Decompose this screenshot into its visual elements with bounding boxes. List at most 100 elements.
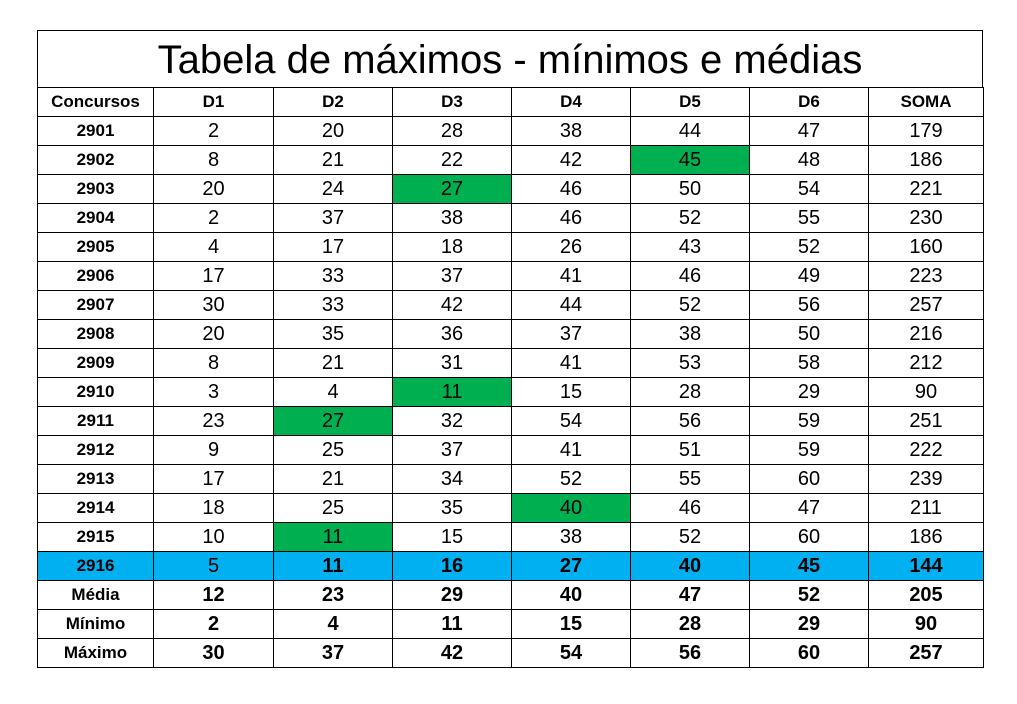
cell: 16 xyxy=(392,551,512,581)
data-row: 2915 10 11 15 38 52 60 186 xyxy=(37,522,984,552)
row-label: Mínimo xyxy=(37,609,154,639)
cell: 54 xyxy=(511,406,631,436)
cell: 27 xyxy=(273,406,393,436)
cell: 30 xyxy=(153,638,274,668)
row-label: 2906 xyxy=(37,261,154,291)
cell: 59 xyxy=(749,406,869,436)
results-table: Concursos D1 D2 D3 D4 D5 D6 SOMA 2901 2 20 28 38 44 4… xyxy=(37,87,984,668)
cell: 44 xyxy=(511,290,631,320)
data-row: 2906 17 33 37 41 46 49 223 xyxy=(37,261,984,291)
cell: 36 xyxy=(392,319,512,349)
cell: 56 xyxy=(749,290,869,320)
cell: 44 xyxy=(630,116,750,146)
row-label: 2904 xyxy=(37,203,154,233)
cell: 20 xyxy=(153,319,274,349)
data-row: 2912 9 25 37 41 51 59 222 xyxy=(37,435,984,465)
cell: 50 xyxy=(630,174,750,204)
cell: 55 xyxy=(630,464,750,494)
cell: 20 xyxy=(273,116,393,146)
cell: 51 xyxy=(630,435,750,465)
cell: 60 xyxy=(749,464,869,494)
cell: 35 xyxy=(392,493,512,523)
cell: 38 xyxy=(392,203,512,233)
row-label: 2910 xyxy=(37,377,154,407)
cell: 52 xyxy=(630,522,750,552)
cell: 45 xyxy=(749,551,869,581)
cell: 2 xyxy=(153,116,274,146)
cell: 11 xyxy=(273,551,393,581)
cell: 33 xyxy=(273,290,393,320)
cell: 25 xyxy=(273,493,393,523)
cell: 216 xyxy=(868,319,984,349)
column-header: D6 xyxy=(749,87,869,117)
cell: 41 xyxy=(511,261,631,291)
cell: 4 xyxy=(153,232,274,262)
column-header: D1 xyxy=(153,87,274,117)
cell: 52 xyxy=(749,580,869,610)
cell: 18 xyxy=(153,493,274,523)
cell: 23 xyxy=(273,580,393,610)
table-title: Tabela de máximos - mínimos e médias xyxy=(37,30,983,87)
cell: 58 xyxy=(749,348,869,378)
cell: 15 xyxy=(511,609,631,639)
cell: 2 xyxy=(153,609,274,639)
cell: 8 xyxy=(153,145,274,175)
cell: 38 xyxy=(511,116,631,146)
summary-row: Máximo 30 37 42 54 56 60 257 xyxy=(37,638,984,668)
cell: 52 xyxy=(630,290,750,320)
cell: 37 xyxy=(392,435,512,465)
sheet: Tabela de máximos - mínimos e médias Con… xyxy=(37,30,984,668)
cell: 4 xyxy=(273,377,393,407)
cell: 11 xyxy=(392,377,512,407)
row-label: Média xyxy=(37,580,154,610)
cell: 28 xyxy=(630,377,750,407)
data-row: 2902 8 21 22 42 45 48 186 xyxy=(37,145,984,175)
cell: 4 xyxy=(273,609,393,639)
summary-row: Média 12 23 29 40 47 52 205 xyxy=(37,580,984,610)
cell: 90 xyxy=(868,377,984,407)
cell: 29 xyxy=(749,377,869,407)
cell: 54 xyxy=(511,638,631,668)
cell: 17 xyxy=(153,464,274,494)
column-header: D3 xyxy=(392,87,512,117)
cell: 46 xyxy=(511,174,631,204)
cell: 46 xyxy=(630,493,750,523)
data-row: 2903 20 24 27 46 50 54 221 xyxy=(37,174,984,204)
current-row: 2916 5 11 16 27 40 45 144 xyxy=(37,551,984,581)
cell: 37 xyxy=(273,203,393,233)
row-label: 2901 xyxy=(37,116,154,146)
cell: 222 xyxy=(868,435,984,465)
cell: 41 xyxy=(511,435,631,465)
cell: 11 xyxy=(273,522,393,552)
cell: 11 xyxy=(392,609,512,639)
cell: 10 xyxy=(153,522,274,552)
cell: 15 xyxy=(511,377,631,407)
data-row: 2904 2 37 38 46 52 55 230 xyxy=(37,203,984,233)
cell: 38 xyxy=(630,319,750,349)
cell: 46 xyxy=(511,203,631,233)
cell: 144 xyxy=(868,551,984,581)
cell: 17 xyxy=(153,261,274,291)
cell: 20 xyxy=(153,174,274,204)
cell: 239 xyxy=(868,464,984,494)
cell: 186 xyxy=(868,522,984,552)
data-row: 2910 3 4 11 15 28 29 90 xyxy=(37,377,984,407)
data-row: 2901 2 20 28 38 44 47 179 xyxy=(37,116,984,146)
cell: 52 xyxy=(511,464,631,494)
row-label: 2902 xyxy=(37,145,154,175)
data-row: 2913 17 21 34 52 55 60 239 xyxy=(37,464,984,494)
cell: 45 xyxy=(630,145,750,175)
cell: 60 xyxy=(749,522,869,552)
cell: 90 xyxy=(868,609,984,639)
cell: 9 xyxy=(153,435,274,465)
cell: 52 xyxy=(630,203,750,233)
row-label: 2915 xyxy=(37,522,154,552)
cell: 43 xyxy=(630,232,750,262)
cell: 47 xyxy=(749,116,869,146)
cell: 29 xyxy=(392,580,512,610)
cell: 42 xyxy=(392,290,512,320)
cell: 41 xyxy=(511,348,631,378)
cell: 27 xyxy=(511,551,631,581)
cell: 42 xyxy=(511,145,631,175)
